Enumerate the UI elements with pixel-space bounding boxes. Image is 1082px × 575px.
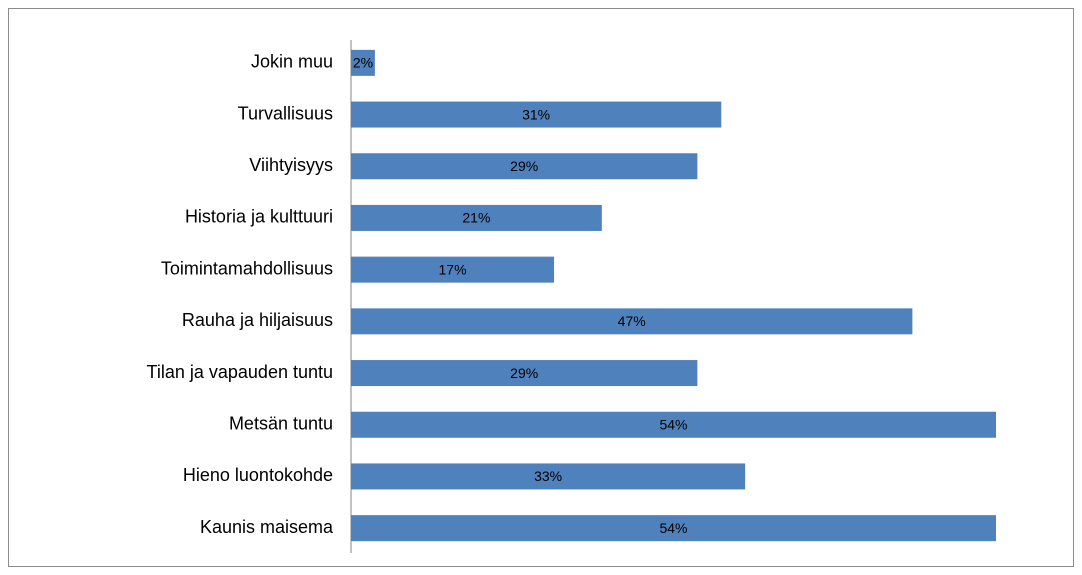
- bar: [351, 153, 698, 180]
- bar: [351, 101, 722, 128]
- data-label: 2%: [353, 55, 373, 71]
- data-label: 29%: [510, 158, 538, 174]
- bar: [351, 360, 698, 387]
- data-label: 54%: [659, 520, 687, 536]
- category-label: Toimintamahdollisuus: [161, 258, 333, 278]
- category-label: Turvallisuus: [238, 103, 333, 123]
- category-label: Jokin muu: [251, 52, 333, 72]
- data-label: 29%: [510, 365, 538, 381]
- category-label: Historia ja kulttuuri: [185, 207, 333, 227]
- category-label: Metsän tuntu: [229, 414, 333, 434]
- data-label: 54%: [659, 416, 687, 432]
- category-label: Rauha ja hiljaisuus: [182, 310, 333, 330]
- bar: [351, 204, 602, 231]
- data-label: 33%: [534, 468, 562, 484]
- bar: [351, 256, 555, 283]
- bar: [351, 463, 746, 490]
- data-label: 47%: [618, 313, 646, 329]
- bar: [351, 515, 996, 542]
- category-label: Tilan ja vapauden tuntu: [147, 362, 333, 382]
- category-label: Hieno luontokohde: [183, 465, 333, 485]
- bar: [351, 411, 996, 438]
- data-label: 17%: [439, 261, 467, 277]
- bar: [351, 49, 375, 76]
- bar: [351, 308, 913, 335]
- category-label: Kaunis maisema: [200, 517, 334, 537]
- data-label: 21%: [462, 210, 490, 226]
- data-label: 31%: [522, 106, 550, 122]
- category-label: Viihtyisyys: [249, 155, 333, 175]
